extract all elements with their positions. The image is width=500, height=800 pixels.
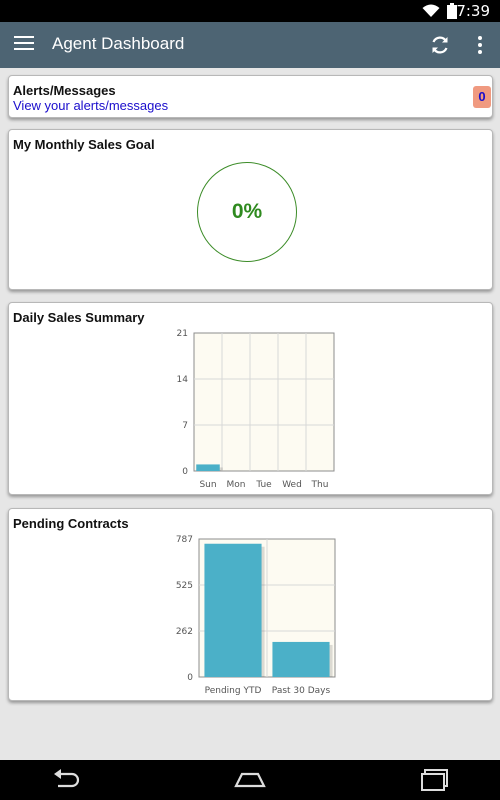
x-tick-label: Thu bbox=[311, 480, 329, 490]
daily-sales-card: Daily Sales Summary 0 7 14 21 Sun Mon Tue Wed Th… bbox=[8, 302, 493, 495]
page-title: Agent Dashboard bbox=[52, 34, 185, 53]
pending-contracts-title: Pending Contracts bbox=[13, 516, 129, 531]
y-tick-label: 525 bbox=[176, 581, 193, 591]
daily-sales-chart: 0 7 14 21 Sun Mon Tue Wed Thu bbox=[177, 329, 335, 490]
y-tick-label: 7 bbox=[182, 421, 188, 431]
pending-contracts-chart: 0 262 525 787 Pending YTD Past 30 Days bbox=[176, 535, 336, 696]
back-icon[interactable] bbox=[52, 768, 82, 792]
x-tick-label: Pending YTD bbox=[205, 686, 262, 696]
sales-goal-title: My Monthly Sales Goal bbox=[13, 137, 155, 152]
bar bbox=[272, 641, 330, 677]
plot-area bbox=[193, 332, 335, 472]
alerts-card[interactable]: Alerts/Messages View your alerts/message… bbox=[8, 75, 493, 118]
bar bbox=[204, 543, 262, 677]
alerts-link[interactable]: View your alerts/messages bbox=[13, 98, 169, 113]
x-tick-label: Past 30 Days bbox=[272, 686, 331, 696]
home-icon[interactable] bbox=[234, 768, 266, 792]
x-tick-label: Tue bbox=[255, 480, 272, 490]
battery-icon bbox=[447, 3, 457, 19]
daily-sales-title: Daily Sales Summary bbox=[13, 310, 145, 325]
goal-percent: 0% bbox=[231, 200, 263, 223]
y-tick-label: 21 bbox=[177, 329, 188, 339]
pending-contracts-card: Pending Contracts 0 262 525 787 Pending YTD P… bbox=[8, 508, 493, 701]
status-bar: 7:39 bbox=[0, 0, 500, 22]
menu-icon[interactable] bbox=[14, 36, 34, 54]
recents-icon[interactable] bbox=[420, 768, 450, 792]
refresh-icon[interactable] bbox=[429, 34, 451, 56]
alerts-title: Alerts/Messages bbox=[13, 83, 116, 98]
y-tick-label: 0 bbox=[182, 467, 188, 477]
sales-goal-card: My Monthly Sales Goal 0% bbox=[8, 129, 493, 290]
y-tick-label: 14 bbox=[177, 375, 189, 385]
y-tick-label: 0 bbox=[187, 673, 193, 683]
app-bar: Agent Dashboard bbox=[0, 22, 500, 68]
x-tick-label: Sun bbox=[199, 480, 216, 490]
x-tick-label: Wed bbox=[282, 480, 302, 490]
x-tick-label: Mon bbox=[227, 480, 246, 490]
y-tick-label: 262 bbox=[176, 627, 193, 637]
goal-progress-ring bbox=[197, 162, 297, 262]
alerts-count-badge: 0 bbox=[473, 86, 491, 108]
y-tick-label: 787 bbox=[176, 535, 193, 545]
wifi-icon bbox=[422, 4, 440, 17]
clock: 7:39 bbox=[456, 2, 490, 20]
navigation-bar bbox=[0, 760, 500, 800]
bar bbox=[196, 464, 220, 471]
more-vert-icon[interactable] bbox=[470, 34, 490, 56]
